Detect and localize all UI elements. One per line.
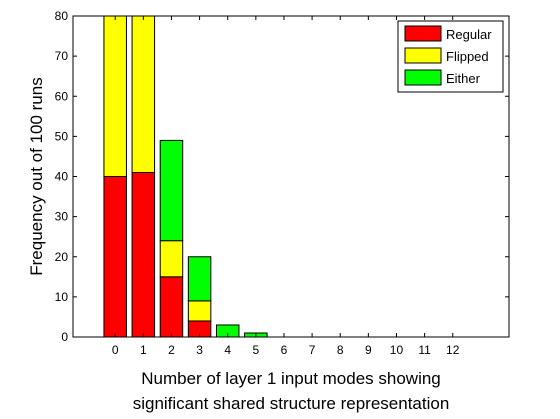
- bar-flipped-1: [131, 16, 156, 173]
- y-tick-label: 0: [61, 330, 68, 344]
- x-tick-label: 12: [446, 343, 460, 357]
- x-tick-label: 8: [337, 343, 344, 357]
- legend-label-flipped: Flipped: [446, 49, 489, 64]
- x-tick-label: 7: [309, 343, 316, 357]
- y-tick-label: 60: [55, 89, 69, 103]
- x-tick-label: 9: [365, 343, 372, 357]
- legend-label-either: Either: [446, 71, 481, 86]
- x-axis-label-line-1: Number of layer 1 input modes showing: [141, 369, 441, 388]
- legend: Regular Flipped Either: [397, 20, 504, 93]
- x-tick-label: 4: [224, 343, 231, 357]
- bar-either-3: [187, 256, 212, 302]
- y-tick-label: 50: [55, 129, 69, 143]
- bar-regular-1: [131, 171, 156, 337]
- y-tick-label: 10: [55, 290, 69, 304]
- bar-regular-0: [103, 176, 127, 337]
- x-axis-label-line-2: significant shared structure representat…: [133, 394, 450, 413]
- bar-flipped-0: [103, 16, 127, 177]
- x-axis-ticks: 0 1 2 3 4 5 6 7 8 9 10 11 12: [112, 16, 460, 357]
- x-tick-label: 5: [252, 343, 259, 357]
- bar-either-2: [159, 139, 184, 242]
- x-tick-label: 0: [112, 343, 119, 357]
- legend-swatch-flipped: [404, 47, 442, 64]
- legend-label-regular: Regular: [446, 27, 492, 42]
- y-tick-label: 40: [55, 170, 69, 184]
- bar-regular-2: [159, 276, 184, 337]
- x-tick-label: 1: [140, 343, 147, 357]
- x-tick-label: 11: [418, 343, 431, 357]
- y-tick-label: 70: [55, 49, 69, 63]
- bar-flipped-2: [159, 240, 184, 278]
- y-tick-label: 30: [55, 210, 69, 224]
- x-tick-label: 6: [281, 343, 288, 357]
- legend-swatch-either: [404, 69, 442, 86]
- x-tick-label: 3: [196, 343, 203, 357]
- bars-group: [73, 16, 509, 337]
- y-axis-ticks: 0 10 20 30 40 50 60 70 80: [55, 9, 509, 344]
- x-tick-label: 10: [390, 343, 404, 357]
- y-axis-label: Frequency out of 100 runs: [27, 77, 46, 275]
- bar-flipped-3: [187, 300, 212, 322]
- legend-swatch-regular: [404, 25, 442, 42]
- x-tick-label: 2: [168, 343, 175, 357]
- y-tick-label: 80: [55, 9, 69, 23]
- y-tick-label: 20: [55, 250, 69, 264]
